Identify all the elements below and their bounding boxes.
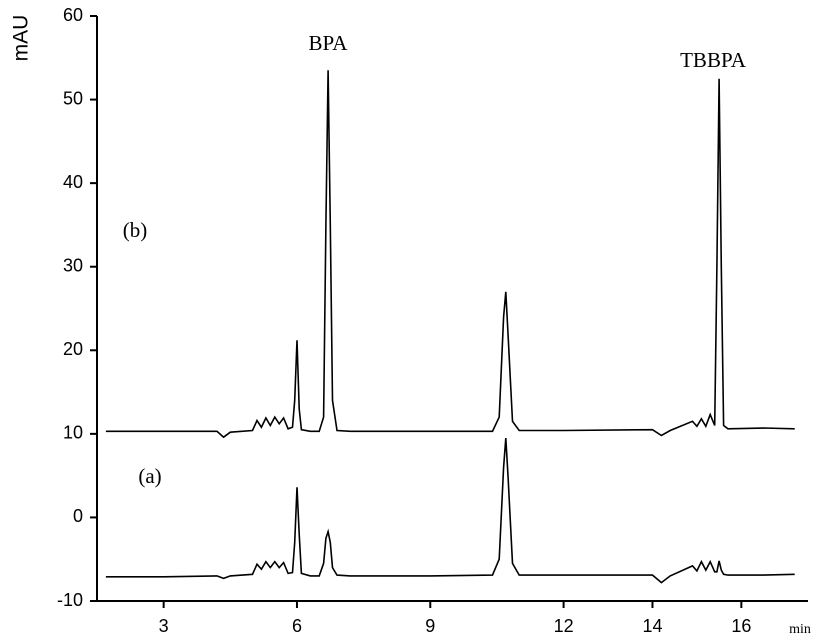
peak-annotation: TBBPA: [680, 48, 747, 72]
x-tick-label: 3: [159, 616, 169, 636]
y-tick-label: 40: [63, 172, 83, 192]
y-tick-label: 10: [63, 423, 83, 443]
y-tick-label: -10: [57, 590, 83, 610]
y-tick-label: 20: [63, 339, 83, 359]
y-tick-label: 50: [63, 88, 83, 108]
series-line: [105, 437, 795, 584]
peak-annotation: BPA: [309, 31, 349, 55]
y-tick-label: 30: [63, 255, 83, 275]
y-axis-label: mAU: [10, 15, 33, 62]
series-label: (b): [123, 218, 148, 242]
x-tick-label: 14: [642, 616, 662, 636]
x-tick-label: 6: [292, 616, 302, 636]
x-tick-label: 9: [425, 616, 435, 636]
series-line: [105, 70, 795, 439]
x-tick-label: 16: [731, 616, 751, 636]
x-axis-label: min: [789, 622, 811, 637]
x-tick-label: 12: [554, 616, 574, 636]
y-tick-label: 0: [73, 506, 83, 526]
series-label: (a): [138, 464, 161, 488]
y-tick-label: 60: [63, 5, 83, 25]
